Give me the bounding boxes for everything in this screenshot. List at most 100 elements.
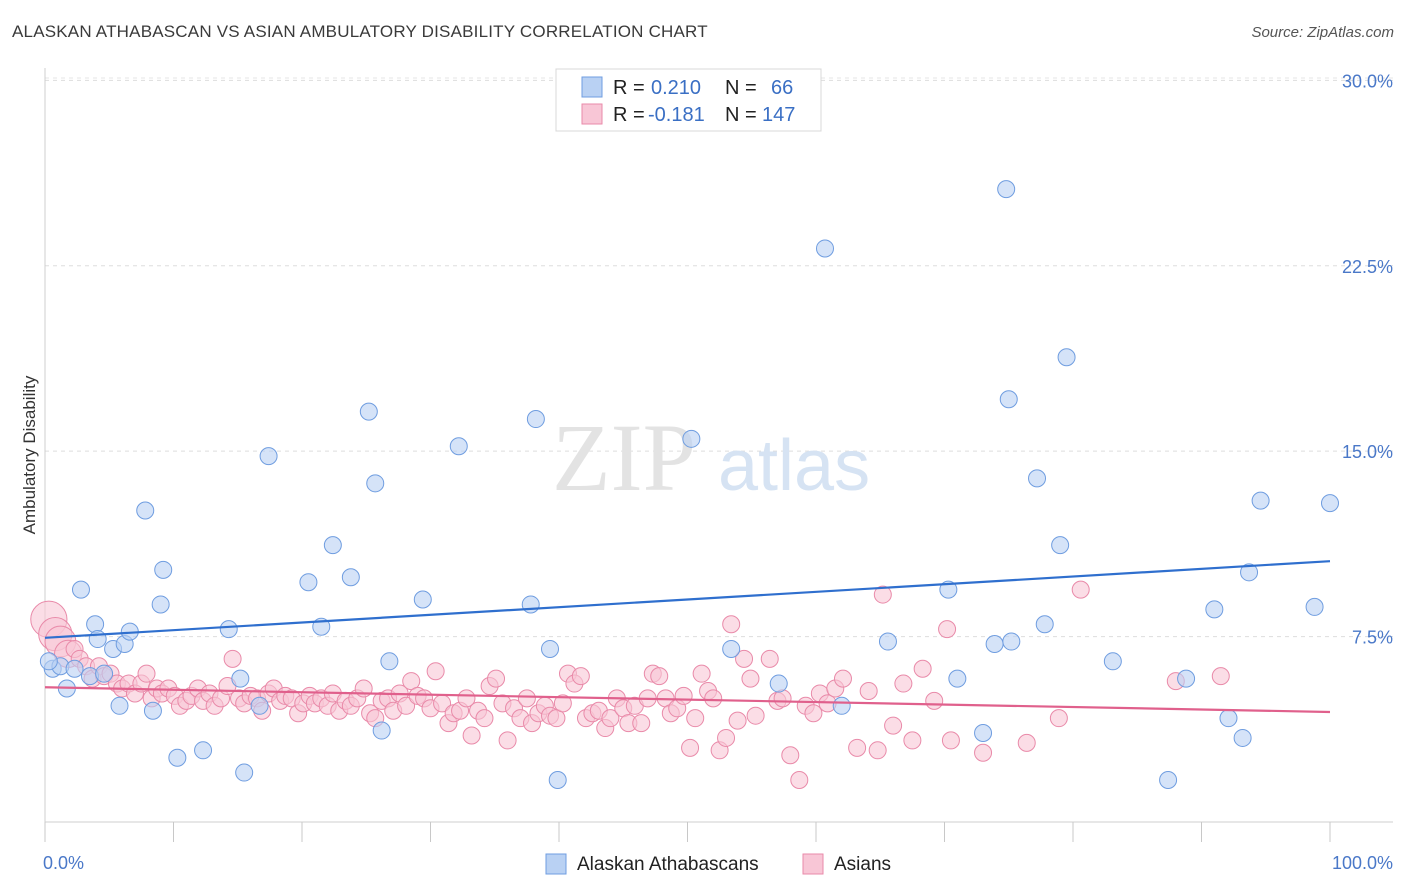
asian-point — [704, 689, 723, 708]
alaskan-athabascan-point — [1028, 469, 1047, 488]
asian-point — [894, 674, 913, 693]
asian-point — [692, 664, 711, 683]
alaskan-athabascan-point — [71, 580, 90, 599]
alaskan-athabascan-point — [323, 536, 342, 555]
alaskan-athabascan-point — [341, 568, 360, 587]
legend-box: R = 0.210 N = 66 R = -0.181 N = 147 — [555, 68, 822, 132]
legend-swatch-pink — [581, 103, 603, 125]
asian-point — [735, 649, 754, 668]
asian-point — [571, 667, 590, 686]
asian-point — [601, 709, 620, 728]
alaskan-athabascan-point — [1251, 491, 1270, 510]
source-credit: Source: ZipAtlas.com — [1251, 24, 1394, 41]
asian-point — [681, 738, 700, 757]
asian-point — [913, 659, 932, 678]
watermark-atlas: atlas — [718, 426, 870, 506]
asian-point — [868, 741, 887, 760]
asian-point — [547, 709, 566, 728]
bottom-legend: Alaskan Athabascans Asians — [545, 853, 891, 875]
legend-n-value-blue: 66 — [771, 77, 793, 99]
y-tick-label: 22.5% — [1342, 257, 1393, 277]
alaskan-athabascan-point — [299, 573, 318, 592]
asian-point — [746, 706, 765, 725]
asian-point — [790, 770, 809, 789]
y-axis-label: Ambulatory Disability — [20, 375, 39, 534]
alaskan-athabascan-point — [259, 447, 278, 466]
asian-point — [650, 667, 669, 686]
asian-point — [457, 689, 476, 708]
alaskan-athabascan-point — [1159, 770, 1178, 789]
bottom-legend-swatch-pink — [802, 853, 824, 875]
asian-point — [884, 716, 903, 735]
asian-point — [925, 691, 944, 710]
asian-point — [553, 694, 572, 713]
asian-point — [426, 662, 445, 681]
alaskan-athabascan-point — [1051, 536, 1070, 555]
asian-point — [741, 669, 760, 688]
alaskan-athabascan-point — [1219, 709, 1238, 728]
asian-point — [462, 726, 481, 745]
alaskan-athabascan-point — [143, 701, 162, 720]
asian-point — [728, 711, 747, 730]
legend-r-label-pink: R = — [613, 104, 645, 126]
asian-point — [487, 669, 506, 688]
legend-r-value-pink: -0.181 — [648, 104, 705, 126]
alaskan-athabascan-point — [521, 595, 540, 614]
alaskan-athabascan-point — [1103, 652, 1122, 671]
asian-point — [848, 738, 867, 757]
alaskan-athabascan-point — [939, 580, 958, 599]
watermark: ZIP atlas — [552, 404, 870, 511]
alaskan-athabascan-point — [985, 635, 1004, 654]
asian-point — [781, 746, 800, 765]
alaskan-athabascan-point — [136, 501, 155, 520]
alaskan-athabascan-point — [449, 437, 468, 456]
alaskan-athabascan-point — [231, 669, 250, 688]
alaskan-athabascan-point — [1035, 615, 1054, 634]
alaskan-athabascan-point — [359, 402, 378, 421]
asian-point — [517, 689, 536, 708]
asian-point — [402, 672, 421, 691]
bottom-legend-label-pink: Asians — [834, 854, 891, 875]
alaskan-athabascan-point — [1240, 563, 1259, 582]
alaskan-athabascan-point — [997, 180, 1016, 199]
asian-point — [674, 686, 693, 705]
alaskan-athabascan-point — [413, 590, 432, 609]
asian-point — [1211, 667, 1230, 686]
alaskan-athabascan-point — [194, 741, 213, 760]
alaskan-athabascan-point — [1321, 494, 1339, 513]
alaskan-athabascan-point — [88, 630, 107, 649]
y-tick-labels: 7.5% 15.0% 22.5% 30.0% — [1342, 71, 1393, 647]
y-tick-label: 30.0% — [1342, 71, 1393, 91]
alaskan-athabascan-point — [65, 659, 84, 678]
asian-point — [223, 649, 242, 668]
alaskan-athabascan-point — [548, 770, 567, 789]
asian-point — [760, 649, 779, 668]
asian-point — [1071, 580, 1090, 599]
alaskan-athabascan-point — [380, 652, 399, 671]
asian-point — [1049, 709, 1068, 728]
legend-n-value-pink: 147 — [762, 104, 795, 126]
alaskan-athabascan-point — [1233, 728, 1252, 747]
alaskan-athabascan-point — [1205, 600, 1224, 619]
alaskan-athabascan-point — [1177, 669, 1196, 688]
asian-point — [717, 728, 736, 747]
asian-point — [804, 704, 823, 723]
gridlines — [45, 77, 1393, 638]
legend-n-label-pink: N = — [725, 104, 757, 126]
alaskan-athabascan-point — [974, 724, 993, 743]
asian-point — [903, 731, 922, 750]
alaskan-athabascan-point — [878, 632, 897, 651]
x-tick-label-max: 100.0% — [1332, 853, 1393, 873]
alaskan-athabascan-point — [39, 652, 58, 671]
alaskan-athabascan-point — [1305, 597, 1324, 616]
trendlines — [44, 560, 1331, 714]
alaskan-athabascan-point — [1002, 632, 1021, 651]
alaskan-athabascan-point — [86, 615, 105, 634]
alaskan-athabascan-point — [682, 429, 701, 448]
asian-point — [938, 620, 957, 639]
trendline-asians — [44, 686, 1331, 714]
legend-r-value-blue: 0.210 — [651, 77, 701, 99]
asian-point — [941, 731, 960, 750]
alaskan-athabascan-point — [722, 639, 741, 658]
